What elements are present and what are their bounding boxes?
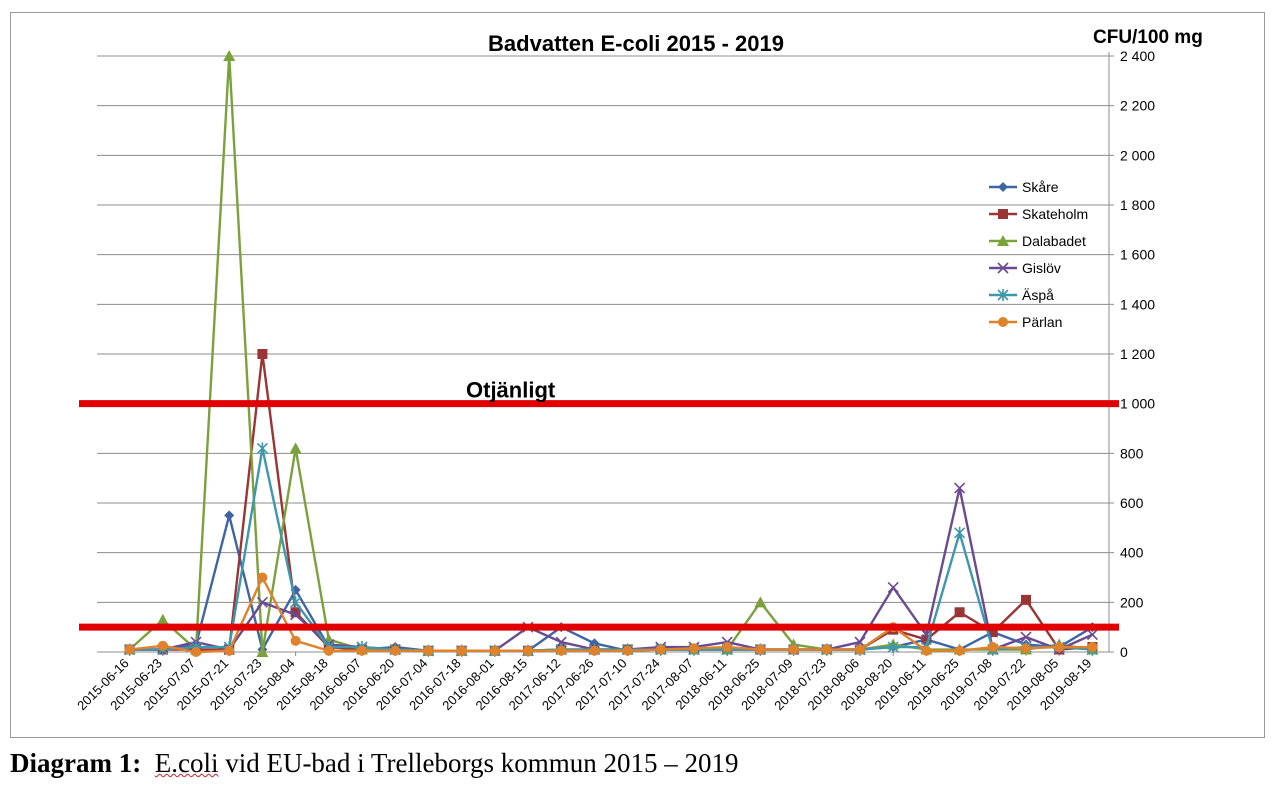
data-point-gislöv xyxy=(290,609,302,621)
caption-text: vid EU-bad i Trelleborgs kommun 2015 – 2… xyxy=(218,748,739,778)
series-line-skåre xyxy=(129,514,1094,652)
data-point-pärlan xyxy=(423,645,434,656)
legend-marker xyxy=(998,182,1008,192)
data-point-skateholm xyxy=(954,607,965,618)
data-point-pärlan xyxy=(1087,642,1098,653)
legend-entry: Dalabadet xyxy=(1022,233,1086,249)
data-point-dalabadet xyxy=(754,596,767,608)
figure-caption: Diagram 1: E.coli vid EU-bad i Trellebor… xyxy=(10,748,738,779)
line-chart: 0 200 400 600 800 1 000 1 200 1 400 1 600 1 800 2 … xyxy=(74,27,1203,713)
data-point-pärlan xyxy=(323,645,334,656)
data-point-gislöv xyxy=(887,581,899,593)
data-point-pärlan xyxy=(689,643,699,654)
data-point-pärlan xyxy=(556,645,567,656)
data-point-pärlan xyxy=(357,645,367,656)
y-tick-label: 1 800 xyxy=(1120,197,1155,213)
y-tick-label: 2 400 xyxy=(1120,48,1155,64)
data-point-pärlan xyxy=(589,645,600,656)
legend-entry: Skåre xyxy=(1022,179,1059,195)
data-point-skåre xyxy=(224,510,235,521)
data-point-pärlan xyxy=(1054,642,1065,653)
data-point-pärlan xyxy=(921,645,932,656)
data-point-pärlan xyxy=(622,645,633,656)
data-point-pärlan xyxy=(821,644,832,655)
y-tick-label: 1 600 xyxy=(1120,247,1155,263)
data-point-dalabadet xyxy=(156,613,169,625)
legend-marker xyxy=(997,289,1009,301)
data-point-pärlan xyxy=(523,645,533,656)
data-point-gislöv xyxy=(256,596,268,608)
y-tick-label: 1 200 xyxy=(1120,346,1155,362)
data-point-pärlan xyxy=(788,644,799,655)
data-point-äspå xyxy=(256,442,268,455)
legend-marker xyxy=(997,262,1009,274)
data-point-skateholm xyxy=(290,607,301,618)
data-point-gislöv xyxy=(1086,629,1098,641)
legend-entry: Gislöv xyxy=(1022,260,1061,276)
y-tick-label: 0 xyxy=(1120,644,1128,660)
data-point-pärlan xyxy=(157,640,168,651)
data-point-gislöv xyxy=(954,482,966,494)
series-line-pärlan xyxy=(129,576,1093,654)
data-point-dalabadet xyxy=(223,50,236,61)
y-tick-label: 2 200 xyxy=(1120,98,1155,114)
data-point-pärlan xyxy=(755,644,766,655)
data-point-pärlan xyxy=(722,642,733,653)
y-tick-label: 2 000 xyxy=(1120,147,1155,163)
y-tick-label: 600 xyxy=(1120,495,1144,511)
data-point-skateholm xyxy=(257,349,268,359)
data-point-pärlan xyxy=(954,645,965,656)
legend-entry: Skateholm xyxy=(1022,206,1088,222)
caption-lead: Diagram 1: xyxy=(10,748,142,778)
chart-frame: 0 200 400 600 800 1 000 1 200 1 400 1 600 1 800 2 … xyxy=(10,12,1265,738)
data-point-dalabadet xyxy=(256,646,269,657)
legend-marker xyxy=(998,209,1008,219)
reference-line-label: Otjänligt xyxy=(466,378,556,403)
data-point-pärlan xyxy=(191,647,201,657)
y-tick-label: 200 xyxy=(1120,594,1144,610)
legend-entry: Pärlan xyxy=(1022,314,1062,330)
legend-entry: Äspå xyxy=(1022,287,1054,303)
data-point-äspå xyxy=(290,596,302,609)
caption-underlined-term: E.coli xyxy=(154,748,219,778)
y-tick-label: 1 000 xyxy=(1120,396,1155,412)
y-tick-label: 400 xyxy=(1120,545,1144,561)
data-point-äspå xyxy=(887,641,899,654)
data-point-pärlan xyxy=(124,644,135,655)
data-point-pärlan xyxy=(655,644,666,655)
data-point-pärlan xyxy=(855,644,865,655)
data-point-pärlan xyxy=(456,645,467,656)
data-point-gislöv xyxy=(1020,631,1032,643)
data-point-pärlan xyxy=(224,645,235,656)
data-point-pärlan xyxy=(290,635,301,646)
data-point-skateholm xyxy=(1021,594,1031,605)
legend-marker xyxy=(997,235,1009,246)
data-point-dalabadet xyxy=(289,442,302,454)
data-point-skateholm xyxy=(987,627,998,638)
data-point-skateholm xyxy=(921,634,932,645)
data-point-pärlan xyxy=(489,645,500,656)
legend-marker xyxy=(998,317,1008,327)
y-tick-label: 800 xyxy=(1120,445,1144,461)
data-point-äspå xyxy=(954,526,966,539)
y-tick-label: 1 400 xyxy=(1120,296,1155,312)
chart-title: Badvatten E-coli 2015 - 2019 xyxy=(488,31,784,56)
data-point-pärlan xyxy=(1021,643,1031,654)
data-point-pärlan xyxy=(987,642,998,653)
y-axis-label: CFU/100 mg xyxy=(1093,27,1203,48)
data-point-pärlan xyxy=(390,645,401,656)
data-point-pärlan xyxy=(257,572,268,583)
